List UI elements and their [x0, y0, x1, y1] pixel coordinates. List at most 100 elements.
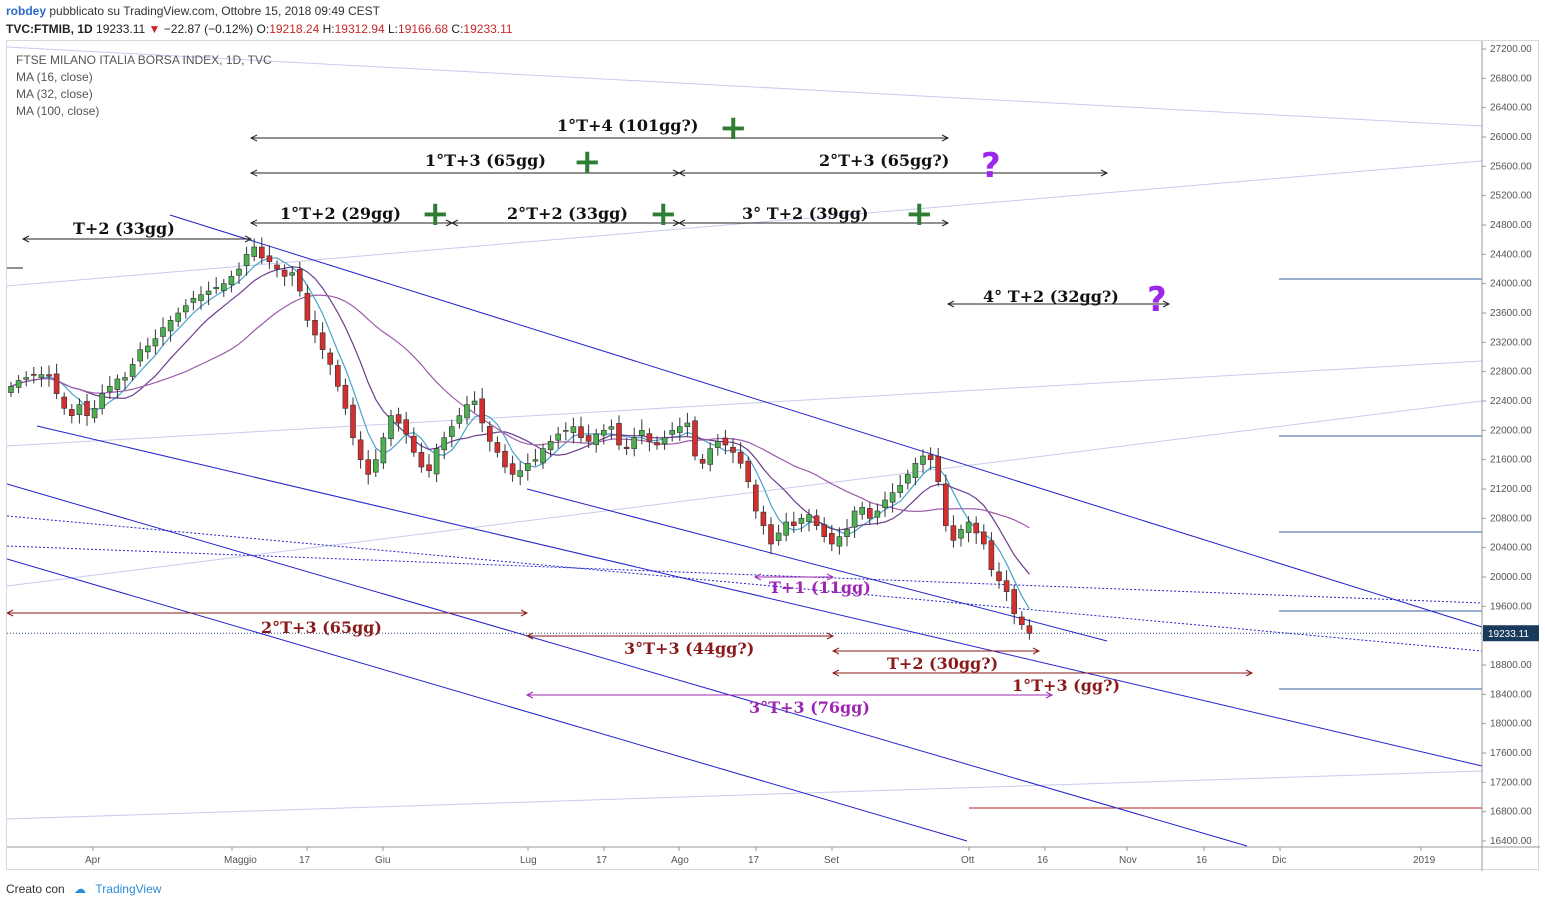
- arrow-3t3-red-head-left: [525, 632, 534, 640]
- price-tick-label: 18000.00: [1490, 719, 1532, 730]
- time-tick-label: Apr: [85, 855, 101, 866]
- annotation-label: 2°T+3 (65gg): [261, 618, 382, 637]
- candle-body: [965, 521, 972, 533]
- candle-body: [183, 305, 189, 313]
- trend-channels: [7, 214, 1483, 847]
- candle-body: [600, 430, 607, 436]
- annotation-label: 1°T+2 (29gg): [280, 204, 401, 223]
- candle-body: [479, 398, 486, 424]
- candle-body: [813, 515, 820, 526]
- plus-icon: +: [649, 194, 678, 234]
- price-tick-label: 24400.00: [1490, 249, 1532, 260]
- candle-body: [828, 533, 835, 545]
- candle-body: [471, 400, 478, 405]
- channel-line: [169, 214, 1483, 628]
- candle-body: [745, 460, 752, 482]
- arrow-1t3-red-head-right: [1245, 669, 1254, 677]
- price-tick-label: 18400.00: [1490, 689, 1532, 700]
- fan-line: [7, 46, 1483, 127]
- candle-body: [129, 364, 136, 377]
- candle-body: [935, 456, 942, 482]
- candle-body: [752, 484, 759, 512]
- candle-body: [768, 524, 774, 545]
- candle-body: [372, 459, 379, 473]
- candle-body: [950, 525, 957, 541]
- author-name[interactable]: robdey: [6, 4, 47, 18]
- price-tick-label: 22800.00: [1490, 367, 1532, 378]
- created-with: Creato con: [6, 882, 65, 896]
- time-tick-label: Ago: [671, 855, 689, 866]
- candle-body: [456, 415, 463, 424]
- plus-icon: +: [905, 194, 934, 234]
- plus-icon: +: [719, 108, 748, 148]
- fan-lines: [7, 46, 1483, 820]
- price-tick-label: 26800.00: [1490, 73, 1532, 84]
- candle-body: [654, 442, 660, 446]
- tradingview-brand[interactable]: TradingView: [95, 882, 162, 896]
- price-tick-label: 17200.00: [1490, 777, 1532, 788]
- arrow-t1-head-right: [826, 573, 835, 581]
- candle-body: [76, 404, 83, 415]
- candle-body: [441, 437, 448, 451]
- candle-body: [684, 422, 691, 427]
- arrow-3t2-head-right: [941, 219, 950, 227]
- plus-icon: +: [573, 142, 602, 182]
- price-grid: [7, 278, 1482, 809]
- price-tick-label: 20400.00: [1490, 543, 1532, 554]
- moving-averages: [10, 257, 1030, 610]
- price-chart[interactable]: 1°T+4 (101gg?) +1°T+3 (65gg) +2°T+3 (65gg?…: [7, 41, 1540, 871]
- price-tick-label: 25200.00: [1490, 191, 1532, 202]
- candle-body: [760, 511, 767, 526]
- time-tick-label: Dic: [1272, 855, 1286, 866]
- arrow-t2-head-left: [21, 235, 30, 243]
- candle-body: [213, 287, 219, 290]
- arrow-2t2-head-left: [450, 219, 459, 227]
- candle-body: [502, 450, 508, 468]
- annotation-label: T+1 (11gg): [769, 578, 871, 597]
- high-label: H:: [322, 22, 335, 36]
- arrow-t1-head-left: [753, 573, 762, 581]
- candle-body: [889, 492, 896, 503]
- arrow-2t3-head-right: [1100, 169, 1109, 177]
- open-label: O:: [256, 22, 270, 36]
- candle-body: [714, 441, 721, 448]
- price-tick-label: 16800.00: [1490, 807, 1532, 818]
- annotation-label: 1°T+3 (gg?): [1012, 676, 1120, 695]
- time-tick-label: Nov: [1119, 855, 1137, 866]
- low-value: 19166.68: [398, 22, 449, 36]
- candle-body: [676, 426, 683, 433]
- candle-body: [486, 425, 493, 442]
- candle-body: [304, 292, 311, 321]
- candle-body: [859, 507, 866, 515]
- candle-body: [198, 294, 204, 301]
- candle-body: [517, 470, 524, 477]
- candle-body: [357, 439, 364, 460]
- publish-info: pubblicato su TradingView.com, Ottobre 1…: [49, 4, 381, 18]
- symbol-label: TVC:FTMIB, 1D: [6, 22, 93, 36]
- candle-body: [707, 448, 714, 465]
- candle-body: [145, 345, 151, 353]
- candle-body: [152, 338, 159, 347]
- candle-body: [661, 437, 668, 445]
- arrow-1t3-head-left: [249, 169, 258, 177]
- arrow-2t3-red-head-right: [520, 609, 529, 617]
- candle-body: [319, 332, 326, 350]
- candle-body: [844, 529, 850, 537]
- candle-body: [555, 433, 562, 441]
- chart-frame[interactable]: 1°T+4 (101gg?) +1°T+3 (65gg) +2°T+3 (65gg?…: [6, 40, 1540, 871]
- price-tick-label: 27200.00: [1490, 44, 1532, 55]
- candle-body: [897, 485, 904, 493]
- legend-ma100: MA (100, close): [16, 104, 99, 118]
- ma16-line: [10, 257, 1030, 610]
- candle-body: [46, 374, 52, 377]
- candle-body: [585, 435, 592, 442]
- tradingview-logo-icon[interactable]: ☁: [74, 882, 87, 896]
- plus-icon: +: [421, 194, 450, 234]
- annotation-label: 4° T+2 (32gg?): [983, 287, 1119, 306]
- arrow-1t2-head-left: [249, 219, 258, 227]
- candle-body: [669, 430, 676, 435]
- symbol-header: TVC:FTMIB, 1D 19233.11 ▼ −22.87 (−0.12%)…: [6, 22, 513, 36]
- cycle-annotations: 1°T+4 (101gg?) +1°T+3 (65gg) +2°T+3 (65gg?…: [73, 108, 1167, 717]
- candle-body: [532, 459, 539, 462]
- question-icon: ?: [1147, 280, 1167, 320]
